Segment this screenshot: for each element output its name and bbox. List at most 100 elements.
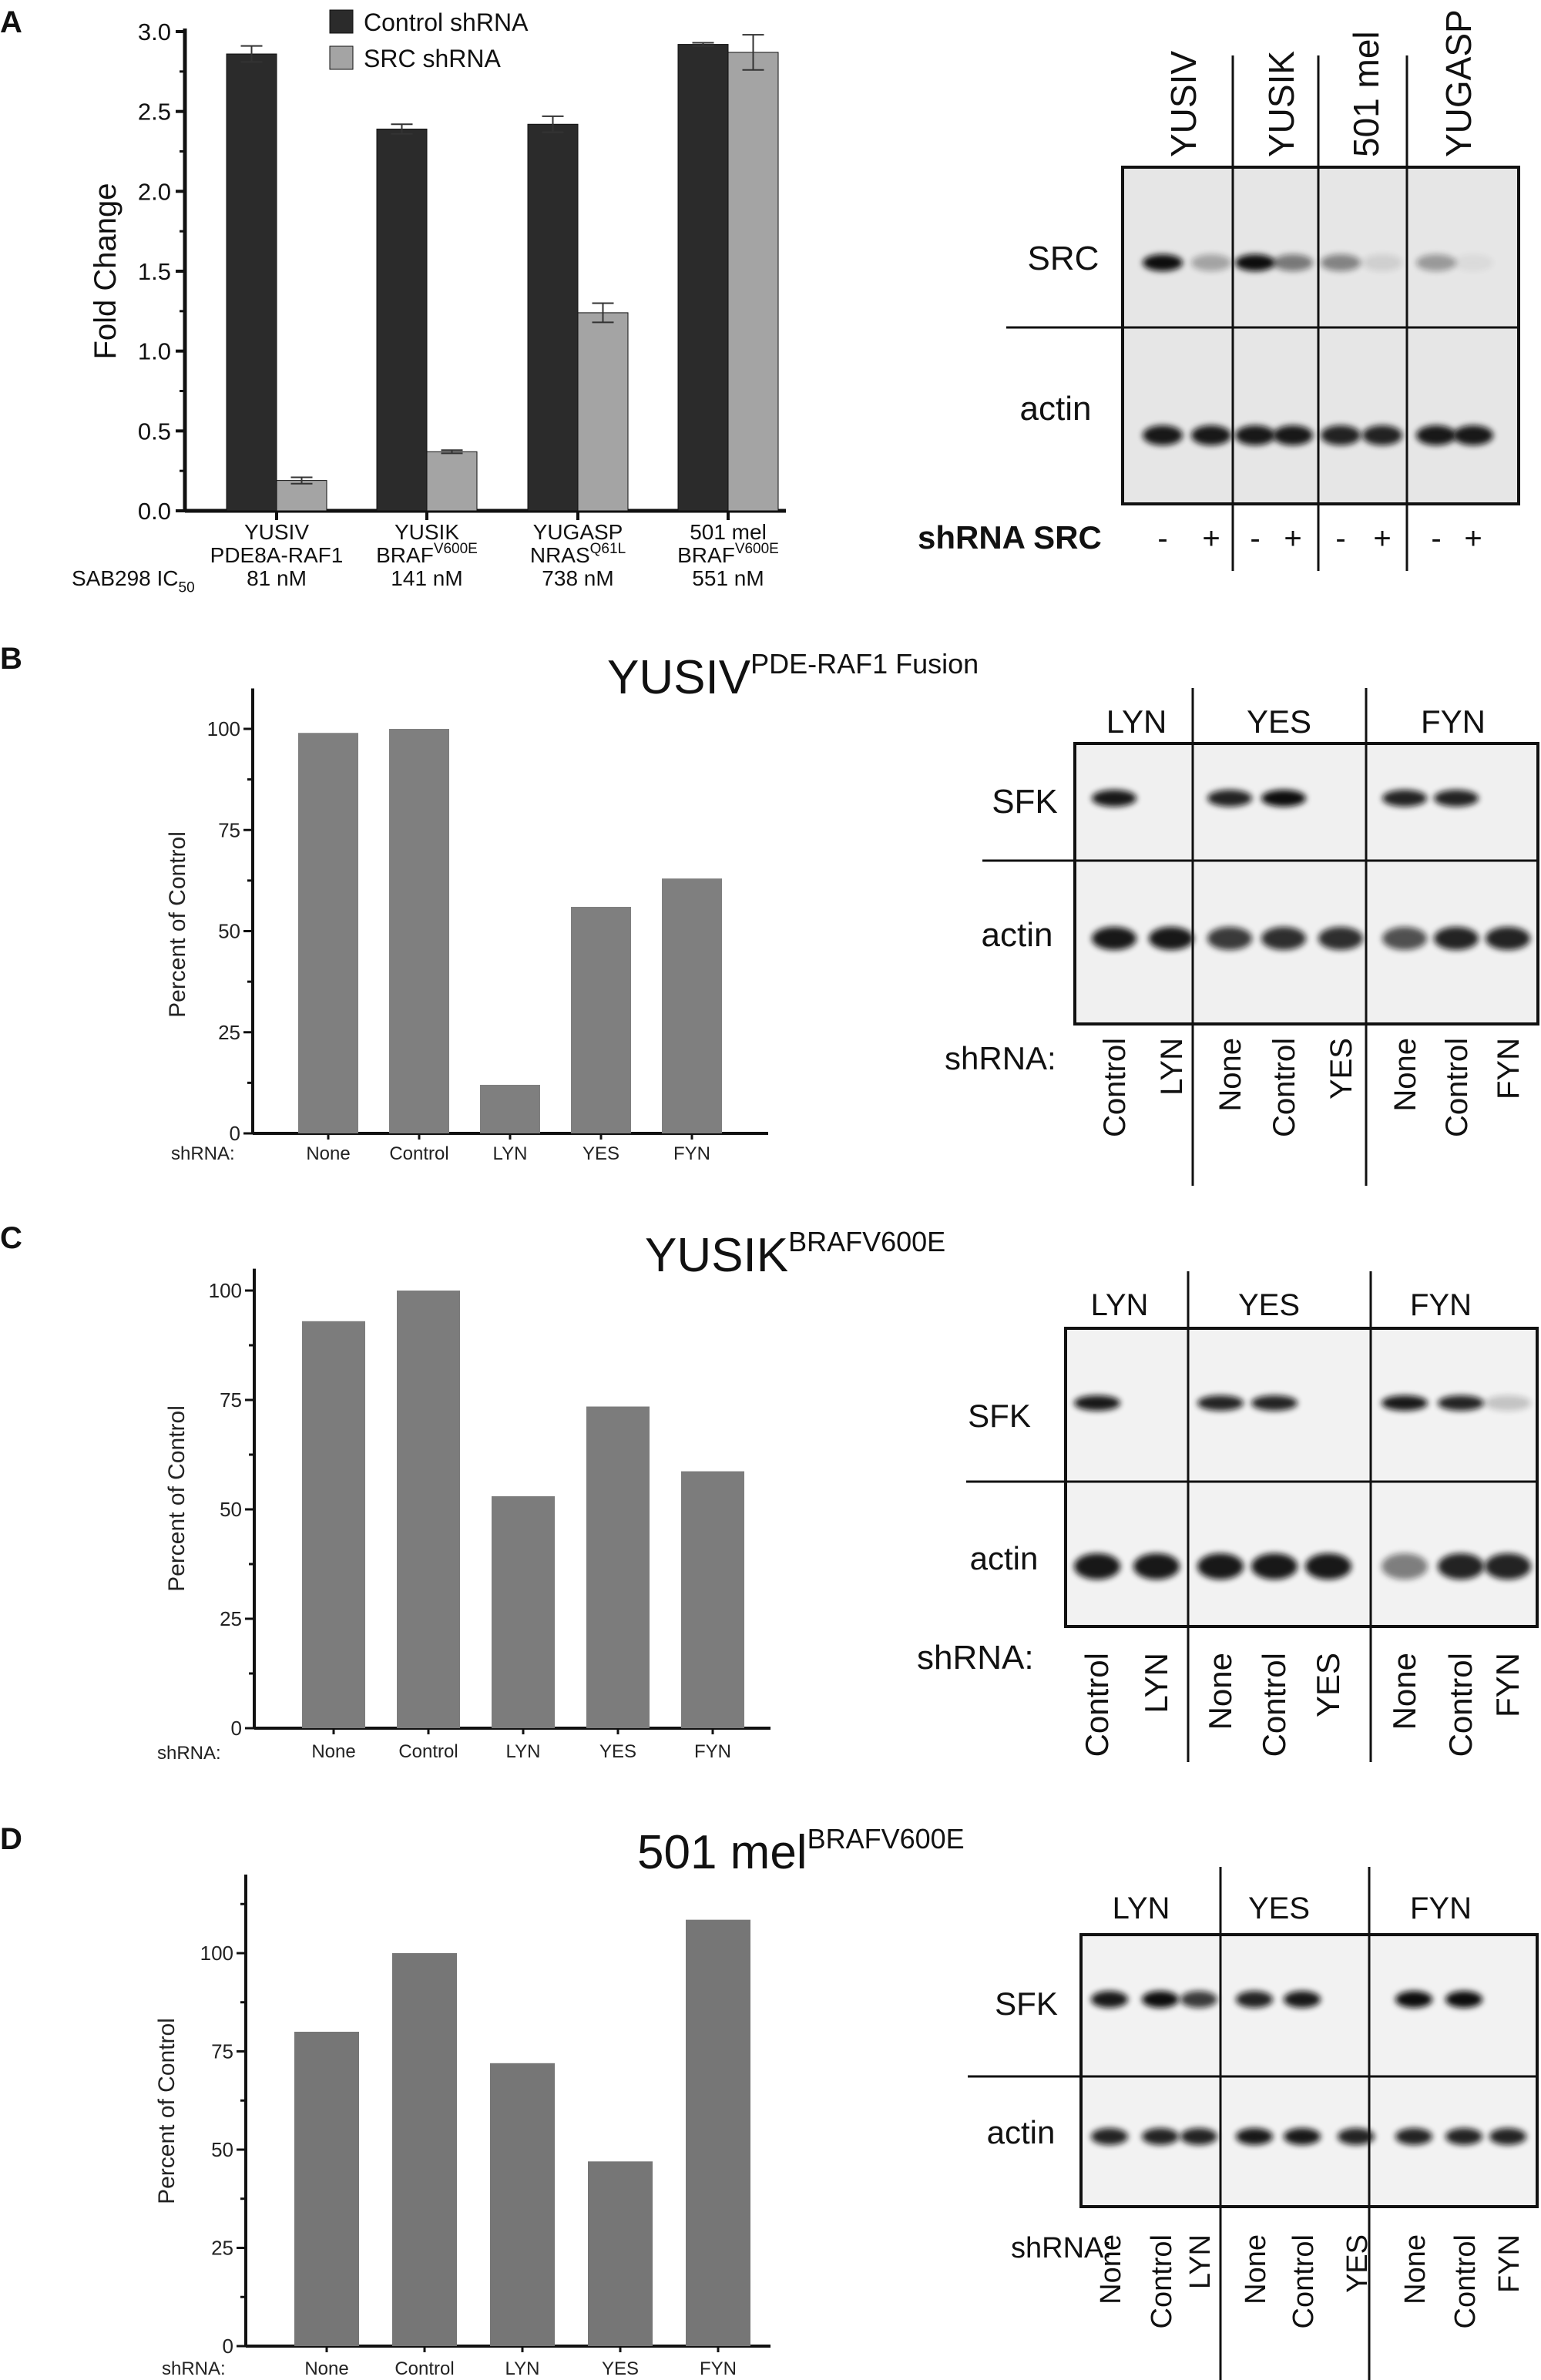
x-tick-label: LYN [505,2358,540,2379]
x-tick-label-mutation: NRASQ61L [530,541,626,567]
bar-none [302,1321,365,1728]
blot-column-label: FYN [1410,1288,1472,1322]
y-tick-label: 2.0 [138,178,171,205]
bar-yes [588,2161,653,2346]
band-actin [1318,927,1363,950]
band-actin [1236,2128,1273,2145]
bar-control [397,1291,460,1728]
x-tick-label-ic50: 141 nM [391,566,462,590]
blot-column-label: 501 mel [1346,31,1386,157]
bar-yes [586,1406,650,1728]
legend-swatch [329,9,354,34]
blot-lane-label: Control [1442,1653,1479,1757]
y-tick-label: 0 [230,1122,240,1145]
blot-lane-label: None [1202,1653,1238,1730]
band-sfk [1434,790,1479,807]
blot-membrane [1081,1935,1537,2207]
bar-none [298,733,358,1133]
blot-row-label-actin: actin [1020,390,1092,428]
band-src [1273,254,1313,271]
panel-title-d-main: 501 mel [637,1826,807,1879]
band-actin [1091,2128,1128,2145]
band-actin [1092,927,1136,950]
blot-lane-label: + [1464,522,1482,556]
band-sfk [1251,1395,1298,1411]
blot-column-label: LYN [1106,703,1167,740]
band-actin [1180,2128,1217,2145]
band-sfk [1207,790,1252,807]
x-tick-label: None [306,1143,350,1164]
y-tick-label: 0 [223,2335,233,2358]
x-tick-label-mutation-main: PDE8A-RAF1 [210,543,344,567]
ic50-row-label-main: SAB298 IC [72,566,179,590]
blot-column-label: LYN [1091,1288,1149,1322]
blot-condition-label: shRNA SRC [918,519,1102,556]
band-actin [1074,1553,1120,1579]
x-tick-label: LYN [506,1741,541,1762]
ic50-row-label: SAB298 IC50 [72,566,195,596]
blot-condition-label: shRNA: [917,1639,1034,1677]
bar-control-shrna [677,44,729,512]
blot-lane-label: YES [1341,2234,1374,2293]
bar-yes [571,907,631,1133]
x-tick-label: YES [602,2358,639,2379]
blot-lane-label: - [1431,522,1441,556]
band-actin [1362,425,1402,445]
band-actin [1338,2128,1375,2145]
x-tick-label: FYN [694,1741,731,1762]
y-tick-label: 75 [220,1388,242,1412]
bar-control-shrna [226,53,277,512]
band-actin [1445,2128,1482,2145]
blot-row-label-actin: actin [970,1540,1039,1576]
x-tick-label-mutation-superscript: Q61L [590,541,626,557]
blot-column-label: YES [1238,1288,1300,1322]
blot-lane-label: None [1214,1038,1247,1112]
panel-title-c: YUSIKBRAFV600E [645,1226,945,1282]
band-src [1416,254,1456,271]
panel-label-B: B [0,642,22,676]
band-actin [1489,2128,1526,2145]
blot-lane-label: None [1399,2234,1432,2304]
blot-lane-label: - [1250,522,1260,556]
blot-row-label-sfk: SFK [995,1986,1058,2022]
x-tick-label: YES [582,1143,619,1164]
blot-lane-label: YES [1310,1653,1346,1717]
band-actin [1191,425,1231,445]
bar-src-shrna [577,312,629,512]
band-src [1143,254,1183,271]
blot-lane-label: Control [1288,2234,1320,2329]
blot-lane-label: + [1284,522,1301,556]
x-axis-prefix: shRNA: [162,2358,226,2379]
y-tick-label: 1.0 [138,338,171,365]
band-actin [1305,1553,1351,1579]
legend-swatch [329,45,354,70]
panel-label-C: C [0,1221,22,1255]
blot-frame [1079,1933,1539,2208]
band-sfk [1382,790,1427,807]
blot-lane-label: LYN [1155,1038,1189,1096]
band-actin [1382,1553,1428,1579]
band-sfk [1284,1991,1321,2008]
band-actin [1149,927,1194,950]
band-actin [1438,1553,1484,1579]
x-tick-label-ic50: 81 nM [247,566,307,590]
blot-row-label-actin: actin [982,916,1053,954]
x-tick-label-mutation-main: NRAS [530,543,590,567]
blot-lane-label: FYN [1492,1038,1526,1099]
band-actin [1251,1553,1298,1579]
blot-lane-label: LYN [1138,1653,1174,1714]
blot-frame [1121,166,1520,505]
y-tick-label: 50 [218,920,240,943]
blot-lane-label: Control [1098,1038,1132,1137]
x-tick-label: FYN [700,2358,737,2379]
y-tick-label: 0.0 [138,498,171,525]
band-sfk [1092,790,1136,807]
blot-column-label: YUSIK [1261,51,1301,157]
y-tick-label: 1.5 [138,258,171,285]
x-tick-label: None [311,1741,355,1762]
band-actin [1207,927,1252,950]
band-actin [1273,425,1313,445]
bar-none [294,2032,359,2346]
band-actin [1416,425,1456,445]
y-axis-label: Percent of Control [164,1405,190,1592]
